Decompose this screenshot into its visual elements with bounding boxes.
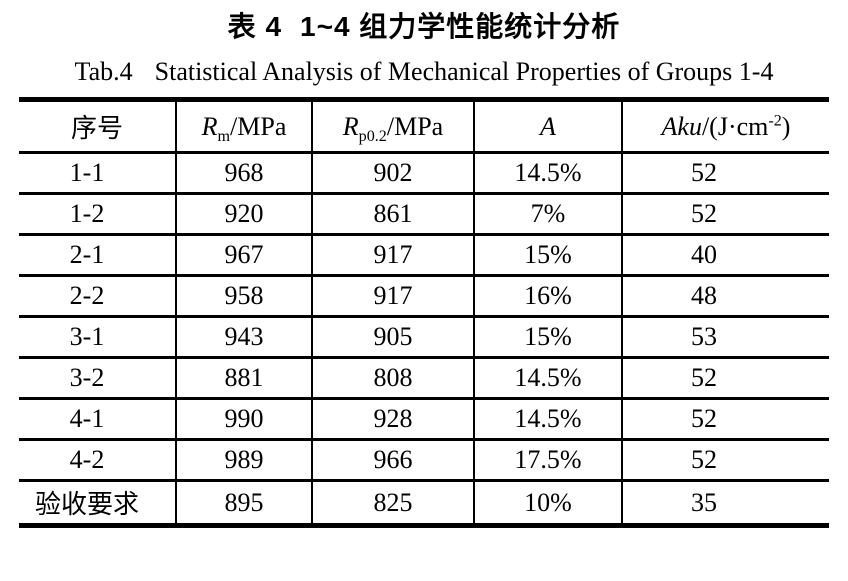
header-rp02-unit: /MPa	[386, 111, 444, 141]
cell-a: 17.5%	[473, 438, 622, 481]
column-header-id: 序号	[19, 99, 176, 154]
header-rp02-symbol: R	[342, 111, 359, 141]
cell-a: 15%	[473, 315, 622, 358]
cell-a: 7%	[473, 192, 622, 235]
cell-rm: 943	[175, 315, 312, 358]
table-row: 4-1 990 928 14.5% 52	[19, 397, 829, 440]
table-row: 4-2 989 966 17.5% 52	[19, 438, 829, 481]
cell-a: 14.5%	[473, 397, 622, 440]
table-row: 3-1 943 905 15% 53	[19, 315, 829, 358]
header-rm-unit: /MPa	[230, 111, 287, 141]
header-rp02-subscript: p0.2	[358, 127, 387, 145]
cell-a: 14.5%	[473, 152, 622, 194]
table-row: 1-2 920 861 7% 52	[19, 192, 829, 235]
header-rm-subscript: m	[217, 127, 231, 145]
cell-rp02: 928	[311, 397, 474, 440]
cell-id: 3-1	[19, 315, 176, 358]
cell-aku: 40	[621, 233, 829, 276]
cell-aku: 48	[621, 274, 829, 317]
table-row: 3-2 881 808 14.5% 52	[19, 356, 829, 399]
column-header-a: A	[473, 99, 622, 154]
cell-rp02: 808	[311, 356, 474, 399]
column-header-aku: Aku/(J·cm-2)	[621, 99, 829, 154]
cell-a: 15%	[473, 233, 622, 276]
header-id-label: 序号	[70, 114, 123, 143]
cell-rm: 958	[175, 274, 312, 317]
cell-aku: 52	[621, 152, 829, 194]
cell-rp02: 905	[311, 315, 474, 358]
cell-rm: 989	[175, 438, 312, 481]
cell-id: 1-2	[19, 192, 176, 235]
table-caption-cn-label: 表 4	[227, 11, 283, 42]
column-header-rm: Rm/MPa	[175, 99, 312, 154]
cell-aku: 52	[621, 356, 829, 399]
cell-rm: 881	[175, 356, 312, 399]
table-row: 2-2 958 917 16% 48	[19, 274, 829, 317]
table-caption-english: Tab.4 Statistical Analysis of Mechanical …	[0, 54, 848, 90]
cell-rp02: 861	[311, 192, 474, 235]
cell-id: 2-1	[19, 233, 176, 276]
cell-rm: 920	[175, 192, 312, 235]
mechanical-properties-table: 序号 Rm/MPa Rp0.2/MPa A Aku/(J·cm-2) 1-1	[19, 97, 829, 528]
header-rm-symbol: R	[201, 111, 218, 141]
cell-a: 14.5%	[473, 356, 622, 399]
cell-rm: 968	[175, 152, 312, 194]
cell-rp02: 902	[311, 152, 474, 194]
table-row-acceptance-requirements: 验收要求 895 825 10% 35	[19, 479, 829, 526]
cell-aku: 52	[621, 192, 829, 235]
header-aku-unit-post: )	[781, 111, 791, 141]
cell-rp02: 825	[311, 479, 474, 526]
table-caption-chinese: 表 4 1~4 组力学性能统计分析	[0, 0, 848, 46]
table-caption-en-text: Statistical Analysis of Mechanical Prope…	[154, 57, 774, 86]
table-caption-en-label: Tab.4	[74, 57, 133, 86]
cell-rm: 895	[175, 479, 312, 526]
cell-id: 1-1	[69, 158, 105, 187]
cell-aku: 52	[621, 438, 829, 481]
cell-aku: 35	[621, 479, 829, 526]
cell-id: 验收要求	[19, 479, 176, 526]
header-aku-symbol: Aku	[661, 111, 702, 141]
header-a-symbol: A	[540, 111, 556, 141]
cell-id: 2-2	[19, 274, 176, 317]
cell-id: 4-2	[19, 438, 176, 481]
header-aku-unit-pre: /(J·cm	[701, 111, 769, 141]
cell-rm: 967	[175, 233, 312, 276]
cell-a: 16%	[473, 274, 622, 317]
cell-aku: 53	[621, 315, 829, 358]
column-header-rp02: Rp0.2/MPa	[311, 99, 474, 154]
cell-rp02: 966	[311, 438, 474, 481]
cell-rp02: 917	[311, 233, 474, 276]
cell-id: 3-2	[19, 356, 176, 399]
cell-aku: 52	[621, 397, 829, 440]
table-header-row: 序号 Rm/MPa Rp0.2/MPa A Aku/(J·cm-2)	[19, 99, 829, 154]
cell-id: 4-1	[19, 397, 176, 440]
cell-rm: 990	[175, 397, 312, 440]
cell-rp02: 917	[311, 274, 474, 317]
table-row: 2-1 967 917 15% 40	[19, 233, 829, 276]
cell-a: 10%	[473, 479, 622, 526]
table-row: 1-1 968 902 14.5% 52	[19, 152, 829, 194]
table-caption-cn-text: 1~4 组力学性能统计分析	[300, 11, 621, 42]
header-aku-superscript: -2	[768, 111, 782, 129]
